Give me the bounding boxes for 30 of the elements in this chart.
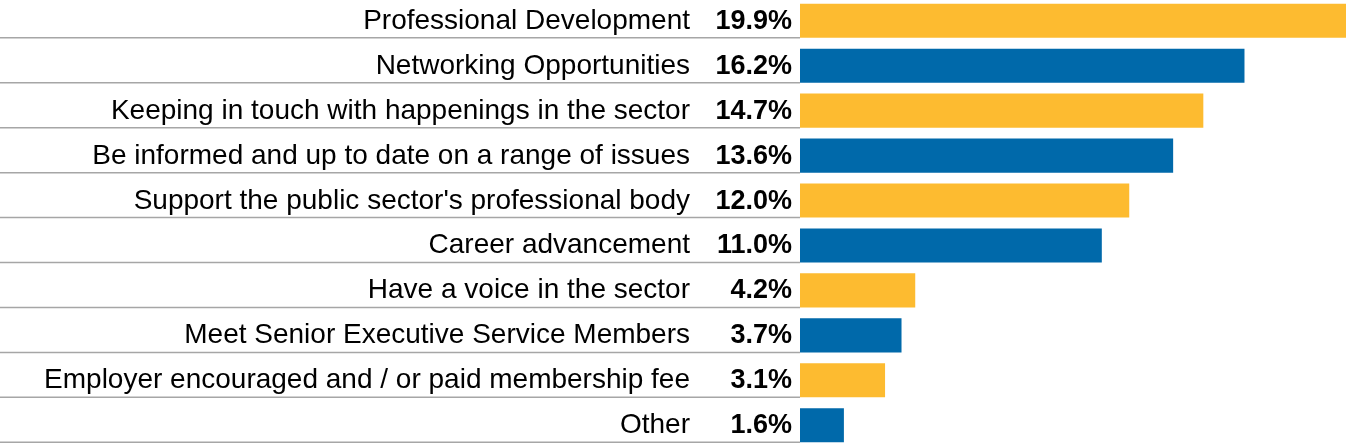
data-label: 13.6% [715,139,792,170]
data-label: 3.7% [730,319,792,350]
bar [800,183,1130,218]
data-label: 11.0% [716,229,792,260]
y-tick-label: Employer encouraged and / or paid membership fee [44,363,690,395]
data-label: 14.7% [715,94,792,125]
bar [800,93,1204,128]
data-label: 12.0% [715,184,792,215]
bar [800,228,1102,263]
bar [800,363,886,398]
bar [800,138,1174,173]
data-label: 4.2% [730,274,792,305]
y-tick-label: Have a voice in the sector [367,273,690,305]
y-tick-label: Be informed and up to date on a range of issues [92,138,690,170]
data-label: 16.2% [715,49,792,80]
data-label: 19.9% [715,4,792,35]
y-tick-label: Career advancement [428,228,691,260]
bar [800,3,1346,38]
bar [800,273,916,308]
data-label: 3.1% [730,364,792,395]
bar [800,48,1245,83]
bar [800,408,844,443]
y-tick-label: Meet Senior Executive Service Members [184,318,690,350]
y-tick-label: Professional Development [363,3,691,35]
data-label: 1.6% [730,409,792,440]
y-tick-label: Keeping in touch with happenings in the sector [110,93,690,125]
y-tick-label: Networking Opportunities [375,48,690,80]
y-tick-label: Other [619,408,690,440]
bar [800,318,902,353]
y-tick-label: Support the public sector's professional body [133,183,690,215]
